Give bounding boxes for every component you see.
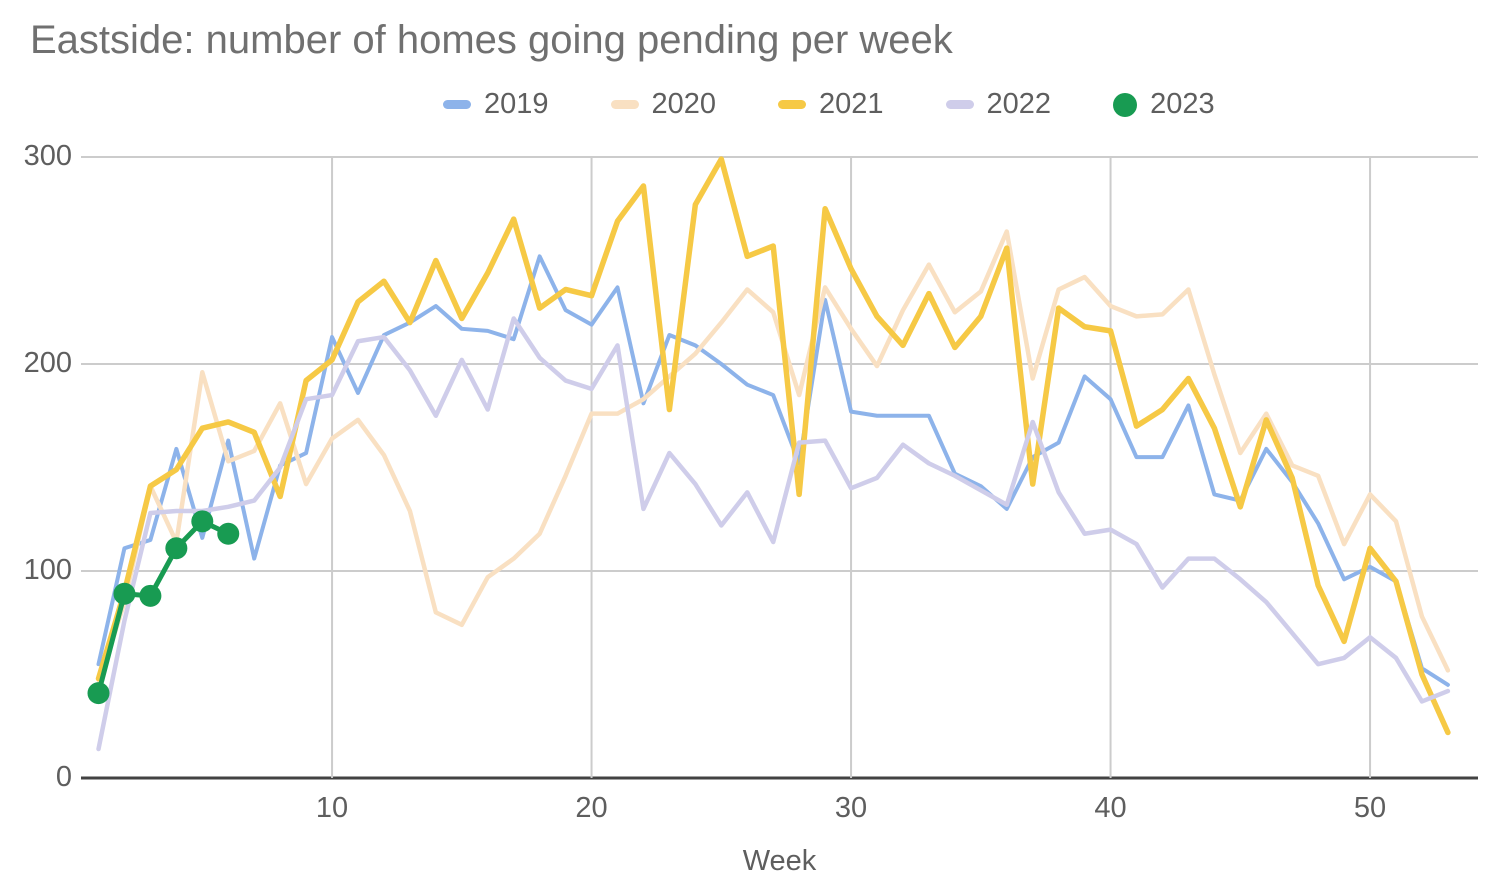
x-axis-title: Week <box>742 845 817 877</box>
legend-swatch-2022-icon <box>945 100 974 109</box>
x-tick-label-40: 40 <box>1094 792 1127 824</box>
x-tick-label-10: 10 <box>315 792 349 824</box>
legend-swatch-2023-icon <box>1113 92 1138 117</box>
legend-label: 2020 <box>651 88 717 120</box>
legend-item-2022[interactable]: 2022 <box>945 88 1052 121</box>
series-point-2023-week-3[interactable] <box>139 584 162 607</box>
legend-label: 2019 <box>484 88 549 120</box>
legend-label: 2021 <box>819 88 884 120</box>
chart-title: Eastside: number of homes going pending … <box>30 18 953 62</box>
series-line-2021[interactable] <box>95 156 1451 736</box>
x-tick-label-20: 20 <box>575 792 608 824</box>
legend-item-2020[interactable]: 2020 <box>610 88 717 121</box>
x-tick-label-50: 50 <box>1353 792 1387 824</box>
series-line-2020[interactable] <box>96 229 1451 688</box>
legend-swatch-2019-icon <box>443 100 471 109</box>
legend-item-2021[interactable]: 2021 <box>778 88 884 121</box>
legend: 2019 2020 2021 2022 2023 <box>443 88 1215 121</box>
series-line-2022[interactable] <box>96 316 1451 752</box>
legend-label: 2023 <box>1150 88 1215 120</box>
y-tick-label-300: 300 <box>23 140 72 172</box>
legend-label: 2022 <box>986 88 1052 120</box>
y-tick-label-0: 0 <box>55 761 72 793</box>
series-point-2023-week-1[interactable] <box>87 682 110 705</box>
y-tick-label-100: 100 <box>23 554 72 586</box>
series-point-2023-week-6[interactable] <box>217 522 240 545</box>
legend-swatch-2021-icon <box>778 100 807 109</box>
legend-item-2019[interactable]: 2019 <box>443 88 549 121</box>
legend-swatch-2020-icon <box>610 100 639 109</box>
series-point-2023-week-2[interactable] <box>113 582 136 605</box>
series-line-2019[interactable] <box>96 254 1450 687</box>
series-point-2023-week-5[interactable] <box>191 510 214 533</box>
y-tick-label-200: 200 <box>23 347 72 379</box>
legend-item-2023[interactable]: 2023 <box>1113 88 1215 121</box>
series-point-2023-week-4[interactable] <box>165 537 188 560</box>
x-tick-label-30: 30 <box>834 792 868 824</box>
